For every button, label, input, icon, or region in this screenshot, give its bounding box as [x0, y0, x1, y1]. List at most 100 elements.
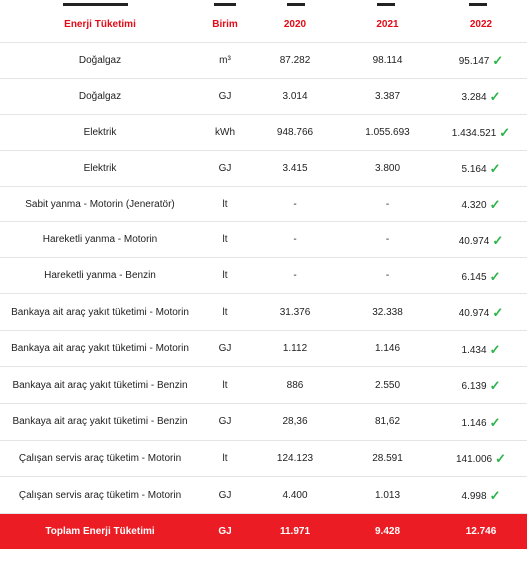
row-2022-value: 6.139	[461, 381, 487, 393]
total-2022: 12.746	[465, 526, 497, 538]
row-2021-cell: -	[340, 221, 435, 259]
row-2020-cell: 3.014	[250, 78, 340, 115]
total-row: Toplam Enerji Tüketimi GJ 11.971 9.428 1…	[0, 513, 527, 550]
row-2022-value: 95.147	[458, 56, 490, 68]
row-unit-cell: GJ	[200, 403, 250, 441]
row-2022-value: 40.974	[458, 235, 490, 247]
row-2022-value: 5.164	[461, 164, 487, 176]
row-2022-cell: 5.164 ✓	[435, 150, 527, 187]
table-row: Hareketli yanma - Motorin lt - -40.974 ✓	[0, 221, 527, 259]
table-row: Bankaya ait araç yakıt tüketimi - Benzin…	[0, 403, 527, 441]
row-unit-cell: lt	[200, 221, 250, 259]
checkmark-icon: ✓	[489, 341, 501, 357]
table-row: Doğalgaz GJ 3.014 3.387 3.284 ✓	[0, 78, 527, 115]
row-2020-cell: -	[250, 221, 340, 259]
column-header-unit: Birim	[200, 6, 250, 43]
row-2022-cell: 1.146 ✓	[435, 403, 527, 441]
total-2020: 11.971	[279, 526, 311, 538]
row-2020-cell: 31.376	[250, 293, 340, 331]
column-header-name: Enerji Tüketimi	[0, 6, 200, 43]
row-2021-cell: -	[340, 186, 435, 223]
row-2020-cell: 948.766	[250, 114, 340, 151]
table-row: Elektrik kWh 948.766 1.055.693 1.434.521 ✓	[0, 114, 527, 151]
row-2021-cell: 32.338	[340, 293, 435, 331]
row-2021-cell: 98.114	[340, 42, 435, 79]
row-unit-cell: lt	[200, 257, 250, 295]
row-2021-cell: 1.055.693	[340, 114, 435, 151]
row-2022-value: 3.284	[461, 92, 487, 104]
row-2021-cell: 3.800	[340, 150, 435, 187]
row-name-cell: Bankaya ait araç yakıt tüketimi - Benzin	[0, 366, 200, 405]
row-2021-cell: 3.387	[340, 78, 435, 115]
row-2022-cell: 3.284 ✓	[435, 78, 527, 115]
table-row: Bankaya ait araç yakıt tüketimi - Benzin…	[0, 366, 527, 405]
row-2022-cell: 4.998 ✓	[435, 476, 527, 514]
checkmark-icon: ✓	[489, 268, 501, 284]
row-unit-cell: GJ	[200, 476, 250, 514]
row-2020-cell: 4.400	[250, 476, 340, 514]
header-rule-2022	[469, 3, 487, 6]
row-2022-value: 40.974	[458, 308, 490, 320]
row-name-cell: Bankaya ait araç yakıt tüketimi - Motori…	[0, 293, 200, 331]
row-unit-cell: kWh	[200, 114, 250, 151]
row-2020-cell: 124.123	[250, 440, 340, 478]
row-unit-cell: lt	[200, 440, 250, 478]
checkmark-icon: ✓	[489, 89, 501, 105]
table-row: Çalışan servis araç tüketim - Motorin GJ 4…	[0, 476, 527, 514]
row-unit-cell: GJ	[200, 330, 250, 368]
total-label: Toplam Enerji Tüketimi	[45, 526, 155, 538]
table-row: Elektrik GJ 3.415 3.800 5.164 ✓	[0, 150, 527, 187]
row-name-cell: Hareketli yanma - Motorin	[0, 221, 200, 259]
row-2020-cell: -	[250, 186, 340, 223]
row-2020-cell: 1.112	[250, 330, 340, 368]
row-2021-cell: 28.591	[340, 440, 435, 478]
row-2022-cell: 1.434.521 ✓	[435, 114, 527, 151]
row-2020-cell: 28,36	[250, 403, 340, 441]
row-2021-cell: 1.146	[340, 330, 435, 368]
checkmark-icon: ✓	[489, 378, 501, 394]
row-2020-cell: 87.282	[250, 42, 340, 79]
row-2022-value: 1.146	[461, 417, 487, 429]
column-header-2022: 2022	[435, 6, 527, 43]
row-2022-value: 1.434.521	[451, 128, 497, 140]
header-rule-2021	[377, 3, 395, 6]
table-header-row: Enerji Tüketimi Birim 2020 2021 2022	[0, 6, 527, 43]
row-unit-cell: lt	[200, 366, 250, 405]
checkmark-icon: ✓	[489, 197, 501, 212]
table-row: Hareketli yanma - Benzin lt - -6.145 ✓	[0, 257, 527, 295]
row-2021-cell: -	[340, 257, 435, 295]
row-2022-value: 4.998	[461, 491, 487, 502]
checkmark-icon: ✓	[492, 305, 504, 321]
row-name-cell: Sabit yanma - Motorin (Jeneratör)	[0, 186, 200, 223]
column-header-2020: 2020	[250, 6, 340, 43]
checkmark-icon: ✓	[489, 488, 501, 503]
row-name-cell: Çalışan servis araç tüketim - Motorin	[0, 476, 200, 514]
row-2021-cell: 1.013	[340, 476, 435, 514]
table-row: Bankaya ait araç yakıt tüketimi - Motori…	[0, 330, 527, 368]
row-2021-cell: 81,62	[340, 403, 435, 441]
checkmark-icon: ✓	[489, 414, 501, 430]
row-2020-cell: 886	[250, 366, 340, 405]
checkmark-icon: ✓	[492, 53, 504, 69]
row-2022-cell: 141.006 ✓	[435, 440, 527, 478]
table-row: Çalışan servis araç tüketim - Motorin lt 1…	[0, 440, 527, 478]
row-2022-value: 4.320	[461, 200, 487, 211]
table-row: Bankaya ait araç yakıt tüketimi - Motori…	[0, 293, 527, 331]
total-2021: 9.428	[374, 526, 401, 538]
checkmark-icon: ✓	[492, 232, 504, 248]
row-name-cell: Doğalgaz	[0, 42, 200, 79]
total-unit: GJ	[218, 526, 232, 538]
row-unit-cell: lt	[200, 186, 250, 223]
row-2022-cell: 1.434 ✓	[435, 330, 527, 368]
row-2022-cell: 4.320 ✓	[435, 186, 527, 223]
row-name-cell: Elektrik	[0, 114, 200, 151]
column-header-2021: 2021	[340, 6, 435, 43]
row-name-cell: Hareketli yanma - Benzin	[0, 257, 200, 295]
table-row: Doğalgaz m³ 87.282 98.114 95.147 ✓	[0, 42, 527, 79]
row-2022-cell: 6.139 ✓	[435, 366, 527, 405]
checkmark-icon: ✓	[495, 451, 507, 467]
checkmark-icon: ✓	[499, 125, 511, 141]
row-2022-value: 6.145	[461, 271, 487, 283]
row-unit-cell: m³	[200, 42, 250, 79]
row-name-cell: Bankaya ait araç yakıt tüketimi - Motori…	[0, 330, 200, 368]
